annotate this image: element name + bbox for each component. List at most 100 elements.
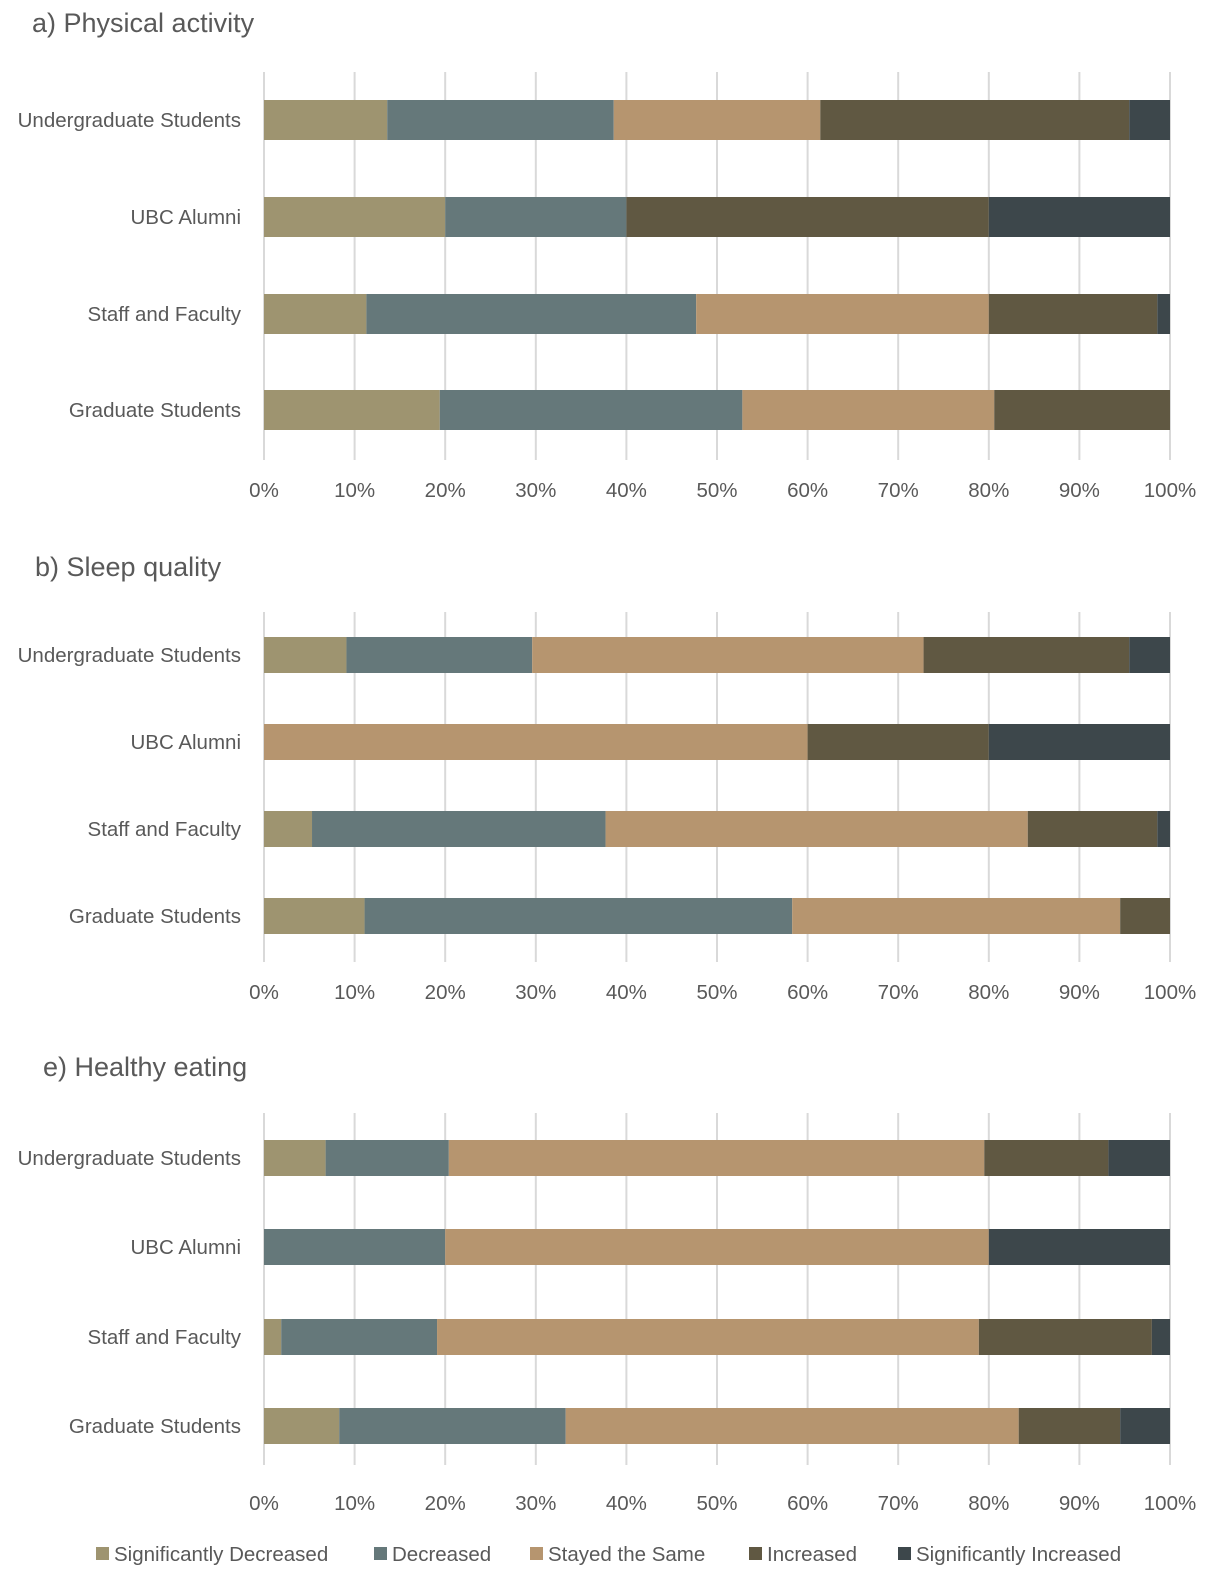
bar-segment <box>1151 1319 1170 1355</box>
x-tick-label: 40% <box>606 981 647 1004</box>
bar-segment <box>312 811 606 847</box>
category-label: Graduate Students <box>69 905 241 928</box>
bar-segment <box>439 390 743 430</box>
bar-segment <box>696 294 989 334</box>
legend-swatch <box>374 1547 387 1560</box>
category-label: UBC Alumni <box>130 1236 241 1259</box>
x-tick-label: 60% <box>787 981 828 1004</box>
bar-segment <box>984 1140 1109 1176</box>
legend: Significantly Decreased Decreased Stayed t… <box>96 1543 1121 1566</box>
bar-segment <box>1120 898 1170 934</box>
category-label: Undergraduate Students <box>18 644 241 667</box>
bar-segment <box>264 811 313 847</box>
x-tick-label: 100% <box>1144 981 1196 1004</box>
bar-segment <box>264 294 367 334</box>
x-tick-label: 70% <box>878 981 919 1004</box>
bar-segment <box>565 1408 1019 1444</box>
category-label: Graduate Students <box>69 399 241 422</box>
bar-segment <box>264 1140 326 1176</box>
bar-segment <box>1120 1408 1170 1444</box>
x-tick-label: 100% <box>1144 479 1196 502</box>
bar-segment <box>437 1319 979 1355</box>
x-tick-label: 10% <box>334 479 375 502</box>
x-tick-label: 50% <box>696 981 737 1004</box>
legend-label: Significantly Increased <box>916 1543 1121 1566</box>
x-tick-label: 30% <box>515 1492 556 1515</box>
bar-segment <box>264 100 388 140</box>
x-tick-label: 40% <box>606 479 647 502</box>
category-label: Staff and Faculty <box>88 1326 242 1349</box>
bar-segment <box>1129 637 1170 673</box>
bar-segment <box>994 390 1170 430</box>
x-tick-label: 90% <box>1059 981 1100 1004</box>
x-tick-label: 50% <box>696 479 737 502</box>
category-label: Undergraduate Students <box>18 1147 241 1170</box>
legend-swatch <box>530 1547 543 1560</box>
bar-segment <box>325 1140 449 1176</box>
x-tick-label: 60% <box>787 479 828 502</box>
category-label: UBC Alumni <box>130 731 241 754</box>
bar-segment <box>1157 811 1170 847</box>
legend-label: Significantly Decreased <box>114 1543 328 1566</box>
x-tick-label: 70% <box>878 479 919 502</box>
bar-segment <box>448 1140 985 1176</box>
legend-swatch <box>749 1547 762 1560</box>
bar-segment <box>445 197 627 237</box>
bar-segment <box>264 724 808 760</box>
bar-segment <box>613 100 821 140</box>
bar-segment <box>605 811 1028 847</box>
bar-segment <box>387 100 614 140</box>
bar-segment <box>988 724 1170 760</box>
bar-segment <box>807 724 989 760</box>
legend-label: Decreased <box>392 1543 491 1566</box>
bar-segment <box>1129 100 1170 140</box>
bar-segment <box>1108 1140 1170 1176</box>
bar-segment <box>339 1408 566 1444</box>
x-tick-label: 90% <box>1059 1492 1100 1515</box>
bar-segment <box>346 637 533 673</box>
bar-segment <box>792 898 1121 934</box>
bar-segment <box>532 637 924 673</box>
category-label: Undergraduate Students <box>18 109 241 132</box>
chart-title: a) Physical activity <box>32 8 255 38</box>
bar-segment <box>364 898 793 934</box>
bar-segment <box>264 1229 446 1265</box>
bar-segment <box>742 390 995 430</box>
legend-label: Stayed the Same <box>548 1543 705 1566</box>
x-tick-label: 20% <box>425 981 466 1004</box>
bar-segment <box>820 100 1130 140</box>
x-tick-label: 90% <box>1059 479 1100 502</box>
bar-segment <box>264 390 440 430</box>
x-tick-label: 70% <box>878 1492 919 1515</box>
category-label: Staff and Faculty <box>88 303 242 326</box>
x-tick-label: 30% <box>515 981 556 1004</box>
bar-segment <box>626 197 989 237</box>
bar-segment <box>988 294 1158 334</box>
bar-segment <box>281 1319 438 1355</box>
legend-swatch <box>96 1547 109 1560</box>
bar-segment <box>978 1319 1152 1355</box>
x-tick-label: 10% <box>334 981 375 1004</box>
bar-segment <box>1027 811 1158 847</box>
x-tick-label: 10% <box>334 1492 375 1515</box>
x-tick-label: 40% <box>606 1492 647 1515</box>
bar-segment <box>1157 294 1170 334</box>
bar-segment <box>264 898 365 934</box>
category-label: UBC Alumni <box>130 206 241 229</box>
legend-swatch <box>898 1547 911 1560</box>
chart-panel-3: e) Healthy eating Undergraduate Students U… <box>18 1052 1197 1515</box>
bar-segment <box>264 1408 340 1444</box>
x-tick-label: 80% <box>968 479 1009 502</box>
x-tick-label: 60% <box>787 1492 828 1515</box>
x-tick-label: 100% <box>1144 1492 1196 1515</box>
bar-segment <box>366 294 697 334</box>
x-tick-label: 0% <box>249 981 279 1004</box>
legend-label: Increased <box>767 1543 857 1566</box>
category-label: Graduate Students <box>69 1415 241 1438</box>
chart-title: e) Healthy eating <box>43 1052 247 1082</box>
chart-panel-1: a) Physical activity Undergraduate Studen… <box>18 8 1197 502</box>
chart-title: b) Sleep quality <box>35 552 222 582</box>
x-tick-label: 80% <box>968 1492 1009 1515</box>
bar-segment <box>264 1319 282 1355</box>
bar-segment <box>988 1229 1170 1265</box>
